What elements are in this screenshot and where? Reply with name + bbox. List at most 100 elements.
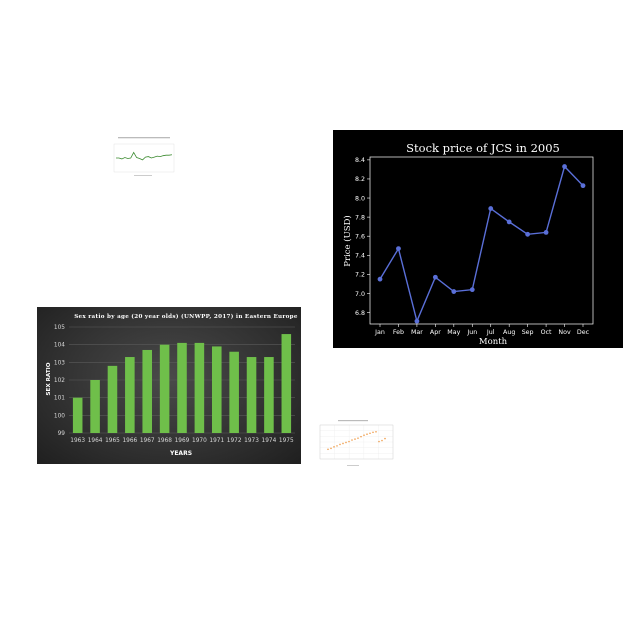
sex-ratio-chart-svg: Sex ratio by age (20 year olds) (UNWPP, …	[46, 313, 298, 457]
sex-x-tick-label: 1973	[244, 438, 259, 444]
stock-x-tick-label: Dec	[577, 329, 590, 336]
stock-price-chart: Stock price of JCS in 2005 Month Price (…	[333, 130, 623, 348]
stock-x-tick-label: Nov	[558, 329, 571, 336]
stock-price-point	[377, 276, 383, 282]
mini-scatter-point	[351, 439, 353, 441]
stock-plot-frame	[369, 156, 594, 325]
mini-scatter-chart	[311, 418, 397, 468]
stock-y-tick-label: 7.2	[355, 272, 365, 279]
sex-ratio-bar	[177, 342, 187, 433]
mini-scatter-point	[372, 431, 374, 434]
sex-x-tick-label: 1972	[227, 438, 242, 444]
mini-scatter-point	[330, 447, 332, 450]
stock-price-point	[432, 274, 438, 280]
mini-line-series	[116, 151, 173, 161]
mini-scatter-point	[363, 434, 365, 436]
sex-x-tick-label: 1967	[140, 438, 155, 444]
stock-price-point	[506, 219, 512, 225]
mini-line-plot-frame	[113, 143, 175, 173]
stock-x-tick-label: Aug	[503, 329, 515, 336]
mini-line-title-placeholder	[118, 137, 170, 139]
mini-scatter-point	[348, 440, 350, 443]
sex-x-tick-label: 1966	[122, 438, 137, 444]
stock-x-tick-label: Jan	[374, 329, 385, 336]
stock-price-point	[414, 318, 420, 324]
sex-ratio-bar	[194, 342, 205, 433]
stock-y-tick-label: 7.8	[355, 214, 365, 221]
mini-scatter-point	[366, 433, 368, 436]
mini-scatter-point	[333, 446, 335, 448]
stock-x-tick-label: Mar	[411, 329, 423, 336]
sex-y-tick-label: 105	[54, 325, 65, 331]
mini-scatter-xlabel-placeholder	[347, 465, 359, 466]
mini-scatter-point	[369, 432, 371, 435]
mini-scatter-point	[375, 431, 377, 433]
sex-x-tick-label: 1965	[105, 438, 120, 444]
sex-ratio-bar	[211, 346, 222, 433]
mini-line-chart-svg	[113, 137, 175, 176]
sex-x-tick-label: 1975	[279, 438, 294, 444]
stock-chart-title: Stock price of JCS in 2005	[406, 141, 560, 155]
mini-scatter-point	[360, 435, 362, 438]
stock-price-point	[488, 206, 494, 211]
mini-scatter-point	[327, 448, 329, 451]
mini-scatter-point	[384, 437, 386, 440]
sex-ratio-bar	[72, 397, 83, 433]
stock-price-chart-svg: Stock price of JCS in 2005 Month Price (…	[342, 141, 594, 347]
sex-x-tick-label: 1970	[192, 438, 207, 444]
sex-chart-ylabel: SEX RATIO	[46, 362, 52, 395]
stock-y-tick-label: 7.4	[355, 253, 365, 260]
mini-line-xlabel-placeholder	[134, 175, 152, 176]
sex-ratio-bar	[246, 357, 257, 433]
mini-scatter-point	[378, 440, 380, 443]
sex-ratio-bar	[159, 344, 170, 433]
stock-y-tick-label: 8.0	[355, 195, 365, 202]
sex-chart-title: Sex ratio by age (20 year olds) (UNWPP, …	[74, 313, 298, 320]
sex-ratio-bar	[264, 357, 274, 433]
sex-ratio-bar	[107, 365, 118, 433]
stock-y-tick-label: 8.2	[355, 176, 365, 183]
mini-scatter-point	[357, 437, 359, 439]
stock-x-tick-label: Apr	[430, 329, 441, 336]
mini-scatter-point	[342, 442, 344, 445]
sex-x-tick-label: 1964	[88, 438, 103, 444]
sex-ratio-bar	[281, 334, 292, 433]
sex-ratio-bar	[125, 357, 135, 433]
mini-scatter-chart-svg	[319, 420, 394, 466]
stock-y-tick-label: 6.8	[355, 310, 365, 317]
mini-scatter-point	[339, 443, 341, 446]
sex-x-tick-label: 1971	[209, 438, 224, 444]
sex-ratio-bar	[142, 349, 153, 433]
stock-chart-ylabel: Price (USD)	[342, 215, 353, 266]
sex-y-tick-label: 100	[54, 413, 65, 419]
sex-y-tick-label: 101	[54, 396, 65, 402]
stock-x-tick-label: Sep	[522, 329, 534, 336]
stock-x-tick-label: Jul	[486, 329, 495, 336]
sex-ratio-chart: Sex ratio by age (20 year olds) (UNWPP, …	[37, 307, 301, 464]
stock-y-tick-label: 8.4	[355, 157, 365, 164]
sex-ratio-bar	[229, 351, 239, 433]
stock-x-tick-label: Jun	[466, 329, 477, 336]
stock-x-tick-label: May	[447, 329, 460, 336]
stock-price-line	[379, 165, 584, 324]
stock-x-tick-label: Feb	[393, 329, 404, 336]
sex-x-tick-label: 1968	[157, 438, 172, 444]
sex-y-tick-label: 103	[54, 360, 65, 366]
stock-x-tick-label: Oct	[541, 329, 552, 336]
stock-price-point	[562, 164, 567, 169]
stock-price-point	[396, 246, 401, 252]
stock-y-tick-label: 7.0	[355, 291, 365, 298]
sex-ratio-bar	[90, 380, 100, 433]
stock-price-point	[543, 229, 549, 235]
sex-x-tick-label: 1969	[175, 438, 190, 444]
stock-y-tick-label: 7.6	[355, 234, 365, 241]
stock-price-point	[580, 183, 586, 189]
mini-scatter-title-placeholder	[338, 420, 368, 422]
stock-chart-xlabel: Month	[479, 337, 508, 347]
sex-y-tick-label: 104	[54, 343, 65, 349]
sex-x-tick-label: 1963	[70, 438, 85, 444]
mini-scatter-point	[345, 441, 347, 444]
mini-scatter-point	[336, 445, 338, 447]
stock-price-point	[451, 289, 457, 294]
sex-x-tick-label: 1974	[262, 438, 277, 444]
